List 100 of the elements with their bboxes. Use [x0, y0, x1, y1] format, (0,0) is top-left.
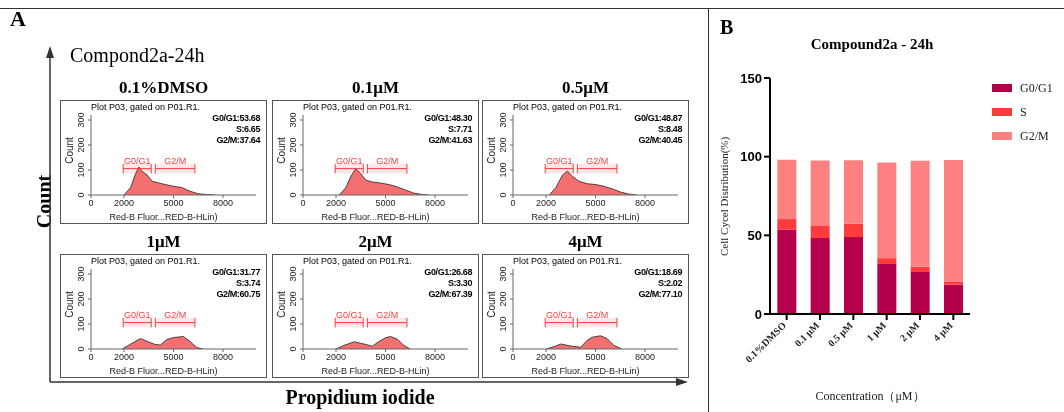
annotation: S:8.48 — [656, 124, 682, 135]
annotation: G0/G1:53.68 — [212, 113, 260, 124]
annotation: G2/M:67.39 — [427, 289, 472, 300]
bar — [777, 229, 797, 314]
band-label: G0/G1 — [545, 309, 573, 320]
bar — [877, 264, 897, 314]
x-tick-label: 5000 — [585, 198, 606, 209]
chart-subtitle: Plot P03, gated on P01.R1. — [91, 102, 201, 112]
text: Propidium iodide — [284, 386, 436, 409]
x-axis-title: Red-B Fluor...RED-B-HLin) — [530, 212, 641, 222]
bar — [810, 160, 830, 226]
x-axis-title: Red-B Fluor...RED-B-HLin) — [108, 366, 219, 376]
x-tick-label: 2000 — [535, 352, 557, 363]
band-label: G2/M — [586, 309, 609, 320]
bar — [910, 160, 930, 267]
y-axis-title: Count — [485, 290, 497, 320]
annotation: G2/M:41.63 — [427, 135, 472, 146]
y-tick-label: 100 — [76, 162, 86, 178]
bar — [844, 237, 863, 314]
x-tick-label: 2000 — [325, 352, 347, 363]
band-label: G0/G1 — [545, 155, 573, 166]
annotation: S:2.02 — [656, 278, 682, 289]
x-tick-label: 5000 — [585, 352, 606, 363]
y-tick-label: 0 — [76, 192, 86, 198]
y-tick-label: 0 — [288, 192, 298, 198]
x-tick-label: 2000 — [325, 198, 347, 209]
y-axis-title: Count — [275, 136, 287, 166]
bar — [777, 219, 797, 230]
bar — [844, 160, 863, 224]
x-tick-label: 8000 — [634, 198, 656, 209]
y-axis-title: Count — [63, 290, 75, 320]
x-tick-label: 0 — [300, 198, 306, 209]
bar — [910, 272, 930, 314]
annotation: S:6.65 — [234, 124, 260, 135]
y-tick-label: 0 — [754, 306, 762, 322]
x-tick-label: 0.1 μM — [792, 319, 822, 349]
x-tick-label: 2000 — [113, 198, 135, 209]
y-tick-label: 300 — [76, 266, 86, 282]
x-axis-title: Red-B Fluor...RED-B-HLin) — [108, 212, 219, 222]
chart-subtitle: Plot P03, gated on P01.R1. — [303, 102, 413, 112]
chart-subtitle: Plot P03, gated on P01.R1. — [513, 256, 623, 266]
annotation: G0/G1:31.77 — [212, 267, 260, 278]
legend-label: S — [1020, 104, 1027, 120]
x-tick-label: 8000 — [424, 352, 446, 363]
x-tick-label: 0 — [88, 352, 94, 363]
y-tick-label: 300 — [498, 266, 508, 282]
y-tick-label: 200 — [76, 137, 86, 153]
y-tick-label: 200 — [498, 137, 508, 153]
chart-subtitle: Plot P03, gated on P01.R1. — [91, 256, 201, 266]
x-axis-title: Concentration（μM） — [815, 389, 925, 403]
x-tick-label: 8000 — [212, 352, 234, 363]
chart-title: 0.1μM — [351, 78, 400, 99]
y-tick-label: 100 — [76, 316, 86, 332]
bar — [810, 225, 830, 239]
legend-label: G2/M — [1020, 128, 1049, 144]
bar — [844, 223, 863, 238]
chart-title: Compound2a - 24h — [809, 36, 935, 53]
y-tick-label: 200 — [288, 137, 298, 153]
annotation: G0/G1:48.30 — [424, 113, 472, 124]
x-tick-label: 0 — [88, 198, 94, 209]
annotation: S:3.74 — [234, 278, 260, 289]
bar — [944, 160, 963, 282]
bar — [910, 266, 930, 273]
band-label: G2/M — [586, 155, 609, 166]
band-label: G0/G1 — [335, 155, 363, 166]
x-tick-label: 2000 — [535, 198, 557, 209]
chart-title: 1μM — [145, 232, 182, 253]
annotation: G2/M:37.64 — [215, 135, 260, 146]
y-axis-title: Cell Cycel Distribution(%) — [717, 136, 731, 256]
x-tick-label: 5000 — [375, 198, 396, 209]
x-tick-label: 1 μM — [864, 319, 889, 344]
x-tick-label: 8000 — [634, 352, 656, 363]
legend-label: G0/G1 — [1020, 80, 1053, 96]
annotation: G0/G1:48.87 — [634, 113, 682, 124]
y-tick-label: 200 — [288, 291, 298, 307]
chart-title: 0.1%DMSO — [117, 78, 210, 99]
chart-subtitle: Plot P03, gated on P01.R1. — [513, 102, 623, 112]
x-tick-label: 0.5 μM — [825, 319, 856, 349]
y-tick-label: 200 — [76, 291, 86, 307]
band-label: G2/M — [376, 155, 399, 166]
annotation: G2/M:40.45 — [637, 135, 682, 146]
y-tick-label: 50 — [747, 227, 762, 243]
annotation: G2/M:60.75 — [215, 289, 260, 300]
chart-title: 2μM — [357, 232, 394, 253]
y-tick-label: 300 — [76, 112, 86, 128]
x-tick-label: 8000 — [424, 198, 446, 209]
annotation: G2/M:77.10 — [637, 289, 682, 300]
text: Count — [32, 173, 56, 231]
x-tick-label: 0 — [510, 198, 516, 209]
annotation: S:7.71 — [446, 124, 472, 135]
band-label: G0/G1 — [123, 309, 151, 320]
text: B — [720, 16, 734, 39]
y-tick-label: 100 — [498, 162, 508, 178]
chart-title: 0.5μM — [561, 78, 610, 99]
y-axis-title: Count — [63, 136, 75, 166]
chart-title: 4μM — [567, 232, 604, 253]
x-tick-label: 4 μM — [930, 319, 956, 344]
x-tick-label: 5000 — [375, 352, 396, 363]
y-tick-label: 100 — [498, 316, 508, 332]
chart-subtitle: Plot P03, gated on P01.R1. — [303, 256, 413, 266]
